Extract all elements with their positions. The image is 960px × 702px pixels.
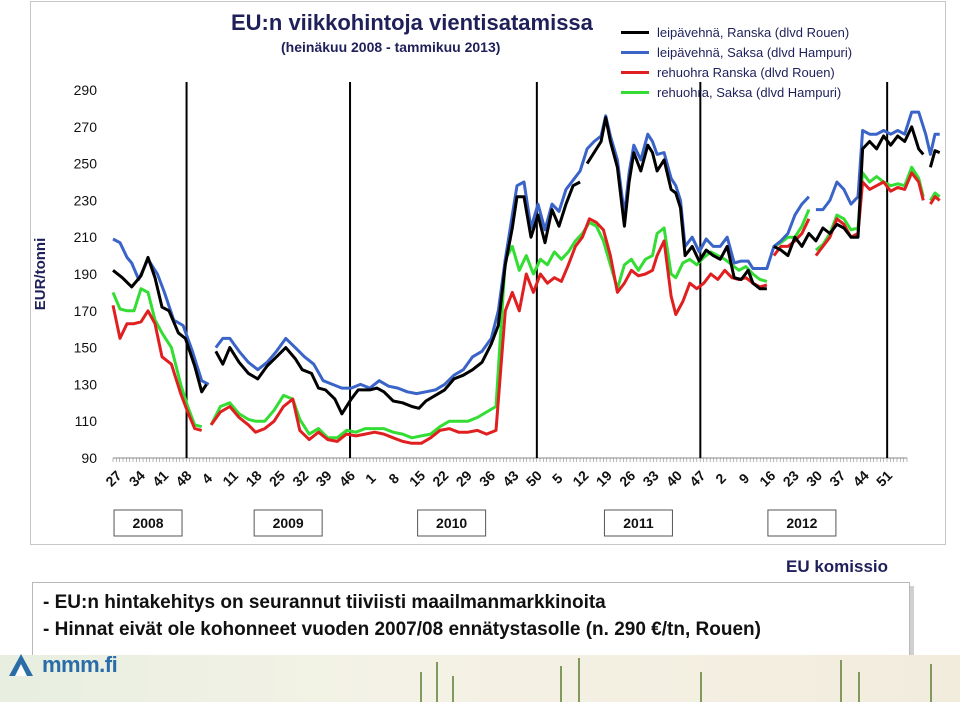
x-tick-label: 39 [312,467,334,489]
year-label: 2010 [436,515,467,531]
chart-title: EU:n viikkohintoja vientisatamissa [231,10,593,35]
legend-label: leipävehnä, Ranska (dlvd Rouen) [657,24,850,40]
x-tick-label: 27 [102,467,124,489]
chart-subtitle: (heinäkuu 2008 - tammikuu 2013) [281,39,501,55]
note-line-2: - Hinnat eivät ole kohonneet vuoden 2007… [43,619,761,640]
year-label-frame [417,509,487,537]
note-box: - EU:n hintakehitys on seurannut tiiviis… [32,582,910,656]
mmm-logo-text: mmm.fi [42,652,118,677]
year-label-box: 2012 [767,509,837,537]
legend-item: rehuohra Ranska (dlvd Rouen) [621,62,852,82]
x-tick-label: 40 [663,467,685,489]
mmm-logo[interactable]: mmm.fi [6,650,118,680]
legend-label: leipävehnä, Saksa (dlvd Hampuri) [657,44,853,60]
x-tick-label: 26 [616,467,638,489]
x-tick-label: 32 [289,467,311,489]
footer-band [0,655,960,702]
source-label: EU komissio [786,557,889,576]
legend-item: leipävehnä, Saksa (dlvd Hampuri) [621,42,852,62]
legend-swatch [621,90,649,94]
year-label-frame [113,509,183,537]
x-tick-label: 30 [803,467,825,489]
y-tick-label: 250 [74,156,98,172]
x-tick-label: 12 [569,467,591,489]
year-label-frame [253,509,323,537]
x-tick-label: 2 [712,470,729,487]
chart-plot: 27 34 41 48 4 11 18 25 32 39 46 1 8 15 22 29 36 43 50 5 12 19… [32,82,941,537]
y-tick-label: 190 [74,266,98,282]
y-tick-label: 230 [74,192,98,208]
x-tick-label: 22 [429,467,451,489]
x-tick-label: 11 [219,467,241,489]
x-tick-label: 9 [736,470,753,487]
legend-swatch [621,50,649,54]
x-tick-label: 47 [686,467,708,489]
x-tick-label: 51 [873,467,895,489]
x-tick-label: 46 [336,467,358,489]
x-tick-label: 25 [266,467,288,489]
year-label-frame [767,509,837,537]
year-label: 2012 [786,515,817,531]
y-tick-label: 90 [81,450,97,466]
x-tick-label: 50 [523,467,545,489]
x-tick-label: 4 [198,470,215,487]
legend-item: leipävehnä, Ranska (dlvd Rouen) [621,22,852,42]
x-tick-label: 8 [385,470,402,487]
year-label-box: 2008 [113,509,183,537]
y-tick-label: 130 [74,376,98,392]
y-tick-label: 170 [74,303,98,319]
series-line [112,116,941,416]
x-tick-label: 36 [476,467,498,489]
legend: leipävehnä, Ranska (dlvd Rouen) leipävehn… [621,22,852,102]
year-label-box: 2009 [253,509,323,537]
series-line [111,165,941,440]
x-tick-label: 48 [172,467,194,489]
x-tick-label: 41 [149,467,171,489]
year-label: 2011 [623,515,654,531]
x-tick-label: 5 [549,470,566,487]
x-tick-label: 33 [639,467,661,489]
series-line [112,110,940,396]
y-tick-label: 270 [74,119,98,135]
legend-swatch [621,30,649,34]
chart-frame: 27 34 41 48 4 11 18 25 32 39 46 1 8 15 22 29 36 43 50 5 12 19… [30,1,946,545]
y-tick-label: 110 [75,413,98,429]
x-tick-label: 15 [406,467,428,489]
year-label-box: 2011 [603,509,673,537]
x-tick-label: 19 [593,467,615,489]
y-tick-label: 290 [74,82,98,98]
x-tick-label: 44 [850,467,872,489]
year-label-frame [603,509,673,537]
legend-label: rehuohra, Saksa (dlvd Hampuri) [657,84,842,100]
x-tick-label: 1 [362,470,379,487]
x-tick-label: 18 [242,467,264,489]
y-axis-label: EUR/tonni [32,238,49,311]
legend-swatch [621,70,649,74]
leaf-logo-icon [9,654,33,676]
x-tick-label: 29 [453,467,475,489]
note-line-1: - EU:n hintakehitys on seurannut tiiviis… [43,592,606,613]
y-tick-label: 210 [74,229,98,245]
x-tick-label: 23 [780,467,802,489]
y-tick-label: 150 [74,340,98,356]
year-label: 2008 [132,515,163,531]
year-label-box: 2010 [417,509,487,537]
year-label: 2009 [273,515,304,531]
x-tick-label: 37 [826,467,848,489]
legend-item: rehuohra, Saksa (dlvd Hampuri) [621,82,852,102]
legend-label: rehuohra Ranska (dlvd Rouen) [657,64,835,80]
x-tick-label: 43 [499,467,521,489]
x-tick-label: 16 [756,467,778,489]
x-tick-label: 34 [126,467,148,489]
